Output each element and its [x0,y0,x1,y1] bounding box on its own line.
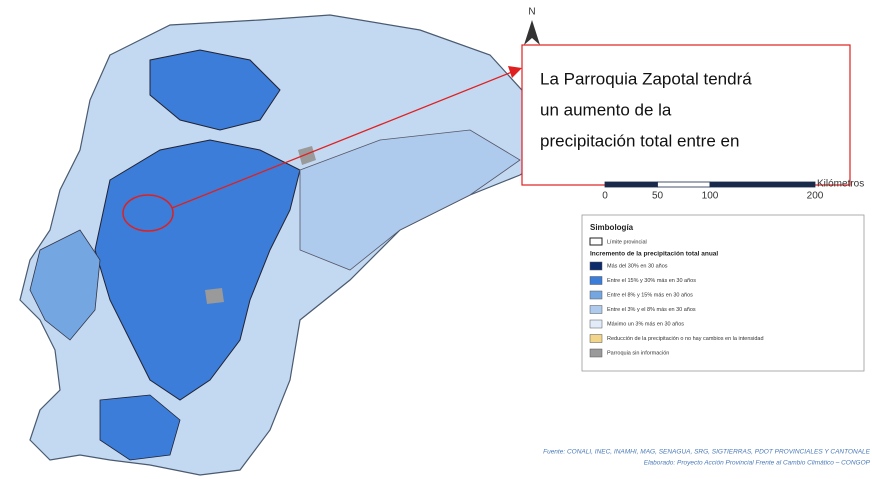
region-andes [94,139,301,401]
legend-label: Máximo un 3% más en 30 años [607,321,684,327]
legend-swatch [589,305,603,314]
legend-swatch [589,261,603,271]
scale-segment [657,181,711,188]
legend-boundary: Límite provincial [607,239,647,245]
region-east [299,129,521,271]
legend-label: Entre el 3% y el 8% más en 30 años [607,307,696,313]
source-line: Fuente: CONALI, INEC, INAMHI, MAG, SENAG… [543,449,871,456]
legend-box [581,214,865,372]
scale-tick-label: 50 [652,191,664,202]
map [19,14,561,476]
callout-line: precipitación total entre en [540,131,739,150]
source: Fuente: CONALI, INEC, INAMHI, MAG, SENAG… [543,449,871,467]
north-arrow [524,20,540,45]
legend-label: Parroquia sin información [607,350,669,356]
legend-label: Entre el 15% y 30% más en 30 años [607,278,696,284]
region-south [99,394,181,461]
scale-segment [709,181,816,188]
scale-tick-label: 100 [702,191,719,202]
legend-swatch [589,276,603,285]
source-line: Elaborado: Proyecto Acción Provincial Fr… [644,460,871,467]
legend-subtitle: Incremento de la precipitación total anu… [590,251,718,258]
scale-unit: Kilómetros [817,179,864,190]
region-north [149,49,281,131]
scale-segment [604,181,658,188]
legend: Simbología Límite provincial Incremento de… [589,223,764,358]
legend-swatch [589,290,603,300]
legend-label: Reducción de la precipitación o no hay c… [607,336,764,342]
callout-arrow [171,71,513,209]
callout-line: La Parroquia Zapotal tendrá [540,69,752,88]
no-data-patch [298,146,316,165]
zapotal-circle [122,194,174,232]
callout-line: un aumento de la [540,100,672,119]
legend-label: Más del 30% en 30 años [607,263,668,269]
arrow-head [508,66,522,78]
scale-tick-label: 200 [807,191,824,202]
scale-tick-label: 0 [602,191,608,202]
legend-title: Simbología [590,223,634,232]
no-data-patch [205,288,224,304]
legend-swatch [589,348,603,358]
legend-swatch [589,319,603,329]
callout-box [521,44,851,186]
legend-swatch [589,334,603,343]
north-label: N [528,7,535,18]
region-coast [29,229,101,341]
boundary-swatch [589,237,603,246]
legend-label: Entre el 8% y 15% más en 30 años [607,292,693,298]
callout: La Parroquia Zapotal tendrá un aumento de… [540,69,752,150]
